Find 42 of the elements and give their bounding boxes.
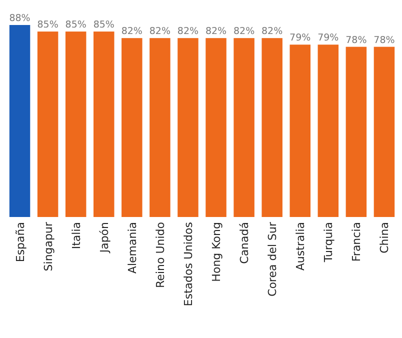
data-label: 82% (177, 26, 199, 38)
bar (122, 38, 142, 217)
x-tick-label: Canadá (238, 222, 252, 264)
x-tick-label: Reino Unido (154, 222, 167, 288)
data-label: 79% (290, 32, 311, 44)
data-label: 88% (9, 13, 30, 24)
data-label: 82% (262, 26, 283, 38)
x-tick-label: Estados Unidos (182, 222, 195, 306)
x-tick-label: Italia (70, 222, 83, 250)
x-tick-label: Singapur (42, 222, 55, 272)
bar (206, 38, 226, 217)
bar (318, 44, 339, 217)
bar (150, 38, 170, 217)
x-tick-label: Japón (98, 222, 111, 254)
data-label: 85% (65, 20, 86, 31)
bar (262, 38, 282, 217)
bar (37, 32, 58, 217)
x-tick-label: Francia (350, 222, 364, 262)
data-label: 82% (121, 26, 142, 38)
data-label: 82% (149, 26, 171, 38)
bar (290, 44, 310, 217)
x-tick-label: Alemania (126, 222, 139, 274)
x-tick-label: Hong Kong (210, 222, 224, 282)
bar (65, 32, 86, 217)
bar (94, 32, 114, 217)
x-tick-label: China (378, 222, 392, 254)
x-tick-label: Turquia (322, 222, 336, 264)
data-label: 85% (93, 20, 114, 31)
x-tick-label: Australia (294, 222, 308, 271)
bar (374, 46, 395, 217)
bar (234, 38, 254, 217)
x-tick-label: España (14, 222, 27, 262)
data-label: 79% (318, 32, 339, 44)
x-tick-label: Corea del Sur (266, 222, 280, 296)
data-label: 82% (205, 26, 227, 38)
bar (346, 46, 367, 217)
bar (178, 38, 198, 217)
bar (9, 25, 30, 217)
data-label: 78% (346, 34, 367, 46)
data-label: 82% (233, 26, 255, 38)
data-label: 85% (37, 20, 58, 31)
data-label: 78% (374, 34, 395, 46)
